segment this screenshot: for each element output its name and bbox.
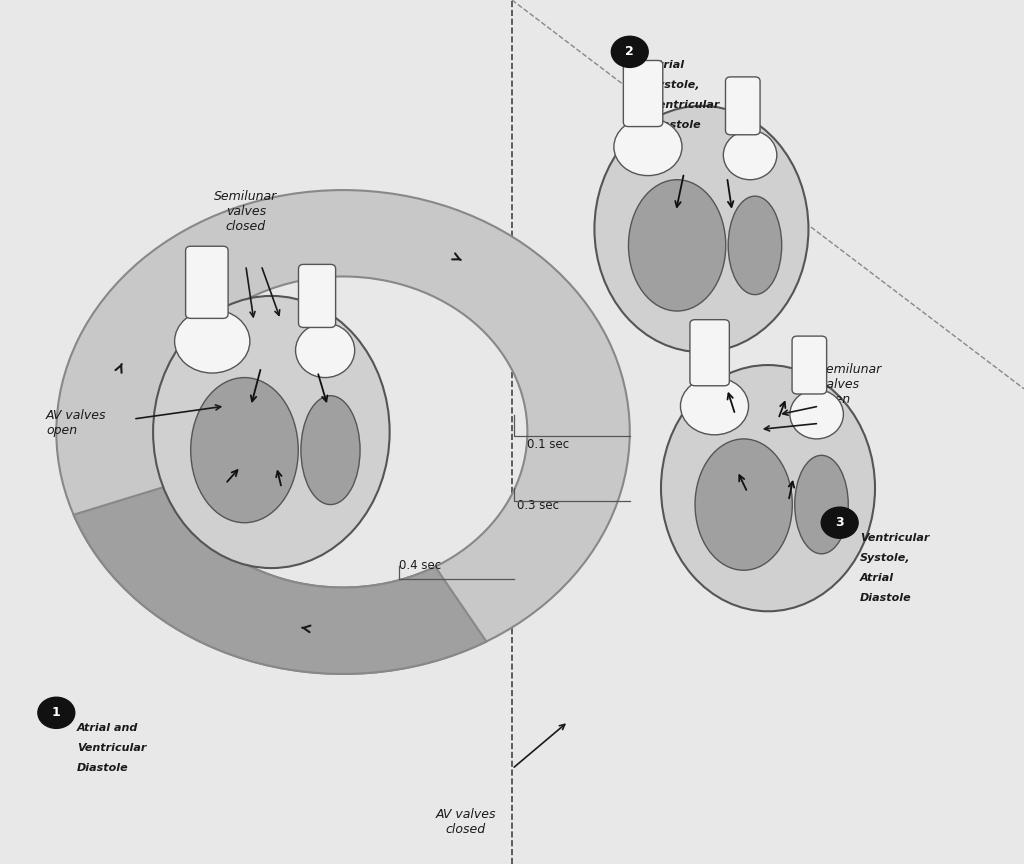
Text: 3: 3: [836, 516, 844, 530]
Ellipse shape: [174, 309, 250, 373]
FancyBboxPatch shape: [793, 336, 826, 394]
FancyBboxPatch shape: [690, 320, 729, 385]
Text: Atrial: Atrial: [860, 573, 894, 583]
Text: Semilunar
valves
open: Semilunar valves open: [819, 363, 883, 406]
Text: Systole,: Systole,: [650, 80, 700, 91]
Text: 1: 1: [52, 706, 60, 720]
Text: 0.4 sec: 0.4 sec: [399, 559, 441, 573]
Ellipse shape: [296, 323, 354, 378]
Ellipse shape: [723, 130, 777, 180]
Text: 0.3 sec: 0.3 sec: [517, 499, 559, 512]
Text: Diastole: Diastole: [650, 120, 701, 130]
Ellipse shape: [790, 390, 844, 439]
Ellipse shape: [594, 106, 809, 353]
Text: Diastole: Diastole: [860, 593, 911, 603]
Ellipse shape: [614, 118, 682, 175]
Text: Atrial and: Atrial and: [77, 723, 138, 734]
Text: Systole,: Systole,: [860, 553, 910, 563]
Ellipse shape: [154, 295, 389, 569]
Text: 0.1 sec: 0.1 sec: [527, 438, 569, 452]
Text: Ventricular: Ventricular: [650, 100, 720, 111]
FancyBboxPatch shape: [624, 60, 663, 127]
Wedge shape: [56, 190, 630, 674]
Ellipse shape: [629, 180, 726, 311]
Circle shape: [821, 507, 858, 538]
Text: Atrial: Atrial: [650, 60, 684, 71]
Ellipse shape: [795, 455, 848, 554]
Text: AV valves
open: AV valves open: [46, 410, 106, 437]
FancyBboxPatch shape: [185, 246, 228, 318]
Text: Semilunar
valves
closed: Semilunar valves closed: [214, 190, 278, 233]
FancyBboxPatch shape: [299, 264, 336, 327]
Circle shape: [38, 697, 75, 728]
Text: 2: 2: [626, 45, 634, 59]
Wedge shape: [74, 486, 486, 674]
Ellipse shape: [680, 378, 749, 435]
Text: Ventricular: Ventricular: [77, 743, 146, 753]
Ellipse shape: [301, 396, 360, 505]
Text: AV valves
closed: AV valves closed: [435, 808, 497, 835]
FancyBboxPatch shape: [725, 77, 760, 135]
Text: Diastole: Diastole: [77, 763, 128, 773]
Ellipse shape: [662, 365, 874, 612]
Ellipse shape: [728, 196, 781, 295]
Circle shape: [611, 36, 648, 67]
Ellipse shape: [190, 378, 298, 523]
Text: Ventricular: Ventricular: [860, 533, 930, 543]
Ellipse shape: [695, 439, 793, 570]
